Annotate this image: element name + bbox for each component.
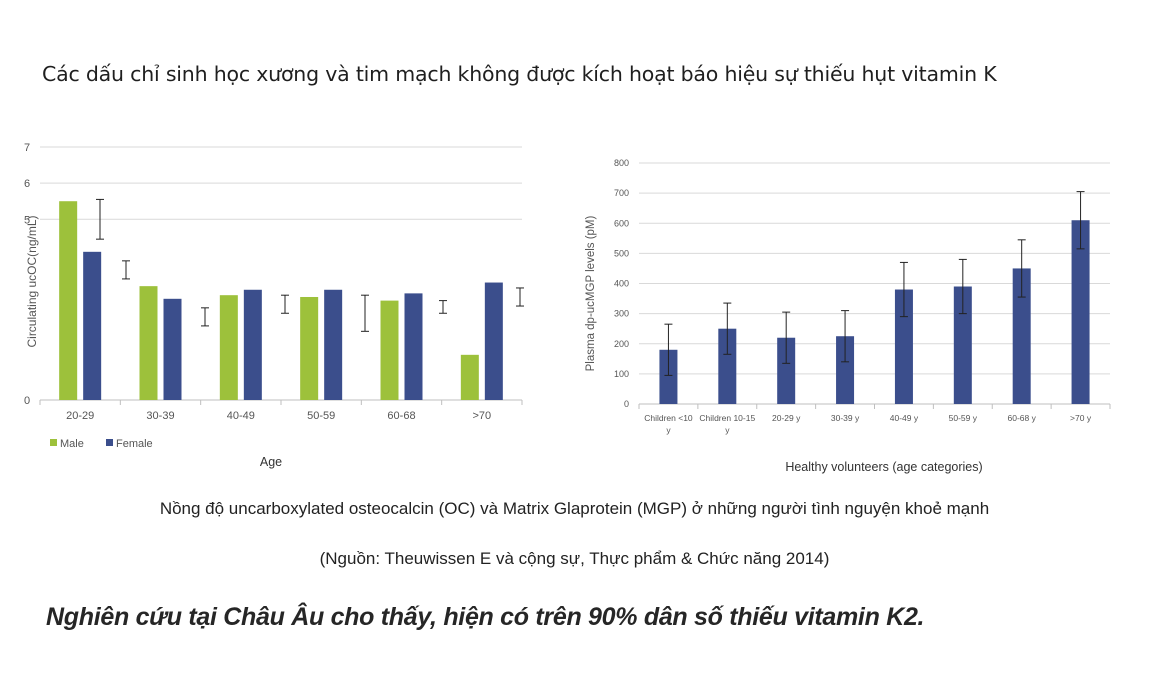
- x-tick-label: >70: [472, 410, 491, 422]
- y-tick-label: 7: [24, 142, 30, 154]
- y-tick-label: 0: [624, 399, 629, 409]
- bar-male: [460, 354, 479, 400]
- bar: [836, 336, 855, 404]
- x-tick-label: Children <10 y: [644, 413, 693, 435]
- x-tick-label: 30-39: [146, 410, 174, 422]
- bar: [718, 328, 737, 404]
- legend-label-male: Male: [60, 438, 84, 450]
- y-axis-label: Circulating ucOC(ng/mL): [25, 215, 39, 347]
- bar: [1012, 268, 1031, 404]
- y-tick-label: 500: [614, 248, 629, 258]
- bar: [894, 289, 913, 404]
- bar: [1071, 220, 1090, 404]
- x-tick-label: 50-59: [307, 410, 335, 422]
- bar-male: [300, 296, 319, 400]
- y-tick-label: 0: [24, 395, 30, 407]
- figure-source: (Nguồn: Theuwissen E và cộng sự, Thực ph…: [319, 549, 830, 568]
- x-tick-label: Children 10-15 y: [699, 413, 755, 435]
- x-tick-label: 20-29 y: [772, 413, 801, 423]
- x-tick-label: 40-49 y: [890, 413, 919, 423]
- bar: [953, 286, 972, 404]
- x-tick-label: 60-68 y: [1008, 413, 1037, 423]
- bar-female: [484, 282, 503, 400]
- page-title: Các dấu chỉ sinh học xương và tim mạch k…: [42, 62, 997, 86]
- bar-male: [59, 201, 78, 400]
- y-tick-label: 700: [614, 188, 629, 198]
- x-tick-label: 50-59 y: [949, 413, 978, 423]
- footer-statement: Nghiên cứu tại Châu Âu cho thấy, hiện có…: [46, 603, 925, 631]
- y-tick-label: 100: [614, 369, 629, 379]
- bar-male: [139, 286, 158, 400]
- bar: [777, 337, 796, 404]
- legend-label-female: Female: [116, 438, 153, 450]
- y-tick-label: 400: [614, 279, 629, 289]
- x-tick-label: >70 y: [1070, 413, 1092, 423]
- y-tick-label: 5: [24, 214, 30, 226]
- bar-female: [163, 298, 182, 400]
- x-tick-label: 60-68: [387, 410, 415, 422]
- x-axis-label: Age: [260, 455, 282, 469]
- bar-female: [83, 251, 102, 400]
- legend-swatch-male: [50, 439, 57, 446]
- x-tick-label: 20-29: [66, 410, 94, 422]
- y-tick-label: 800: [614, 158, 629, 168]
- legend-swatch-female: [106, 439, 113, 446]
- bar-male: [380, 300, 399, 400]
- y-tick-label: 6: [24, 178, 30, 190]
- bar-male: [219, 295, 238, 400]
- bar-female: [324, 289, 343, 400]
- y-tick-label: 200: [614, 339, 629, 349]
- x-tick-label: 40-49: [227, 410, 255, 422]
- bar: [659, 349, 678, 404]
- figure-caption: Nồng độ uncarboxylated osteocalcin (OC) …: [159, 499, 990, 518]
- x-tick-label: 30-39 y: [831, 413, 860, 423]
- y-tick-label: 300: [614, 309, 629, 319]
- y-axis-label: Plasma dp-ucMGP levels (pM): [585, 215, 597, 371]
- x-axis-label: Healthy volunteers (age categories): [785, 460, 982, 474]
- y-tick-label: 600: [614, 218, 629, 228]
- bar-female: [243, 289, 262, 400]
- bar-female: [404, 293, 423, 400]
